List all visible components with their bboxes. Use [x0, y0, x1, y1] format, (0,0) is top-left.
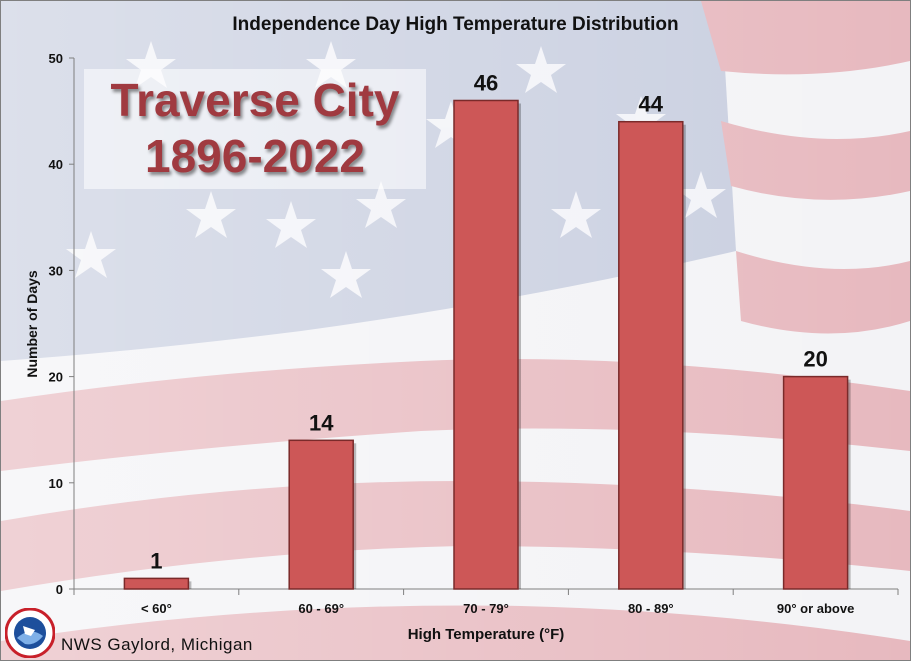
bars [123, 99, 851, 590]
data-label: 44 [639, 92, 664, 117]
x-tick-label: < 60° [141, 601, 172, 616]
data-label: 46 [474, 70, 498, 95]
chart-title: Independence Day High Temperature Distri… [232, 14, 679, 35]
location-name: Traverse City [110, 74, 400, 126]
bar [123, 577, 190, 590]
x-tick-label: 60 - 69° [298, 601, 344, 616]
bar [782, 375, 849, 590]
period-of-record: 1896-2022 [145, 130, 365, 182]
x-tick-label: 90° or above [777, 601, 854, 616]
y-tick-label: 0 [56, 582, 63, 597]
footer-credit: NWS Gaylord, Michigan [61, 635, 253, 654]
data-label: 1 [150, 548, 162, 573]
x-axis-label: High Temperature (°F) [408, 626, 565, 643]
y-ticks: 0 10 20 30 40 50 [49, 51, 74, 597]
y-tick-label: 30 [49, 263, 63, 278]
data-label: 14 [309, 410, 334, 435]
location-title-box: Traverse City 1896-2022 [84, 69, 426, 189]
y-tick-label: 20 [49, 370, 63, 385]
y-tick-label: 50 [49, 51, 63, 66]
y-tick-label: 10 [49, 476, 63, 491]
x-ticks: < 60° 60 - 69° 70 - 79° 80 - 89° 90° or abov… [73, 589, 899, 616]
nws-logo-icon [5, 608, 55, 658]
data-labels: 1 14 46 44 20 [150, 70, 828, 573]
bar [453, 99, 519, 590]
y-tick-label: 40 [49, 157, 63, 172]
y-axis-label: Number of Days [24, 270, 40, 378]
data-label: 20 [803, 347, 827, 372]
x-tick-label: 70 - 79° [463, 601, 509, 616]
x-tick-label: 80 - 89° [628, 601, 674, 616]
bar [288, 439, 354, 590]
bar [618, 120, 684, 590]
